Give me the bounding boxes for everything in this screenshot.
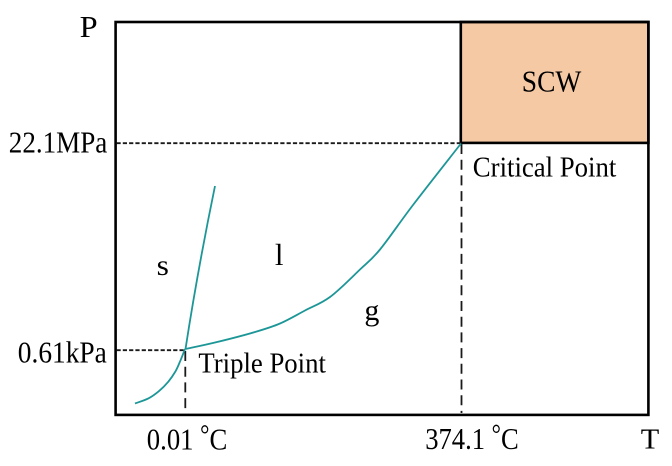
- svg-text:0.61kPa: 0.61kPa: [18, 335, 107, 370]
- svg-text:P: P: [80, 9, 98, 44]
- svg-text:SCW: SCW: [522, 64, 582, 99]
- svg-text:s: s: [157, 249, 169, 282]
- svg-text:g: g: [364, 294, 379, 327]
- svg-text:Critical Point: Critical Point: [473, 152, 617, 183]
- svg-text:374.1 °C: 374.1 °C: [425, 419, 519, 456]
- svg-text:l: l: [275, 237, 284, 272]
- svg-text:0.01 °C: 0.01 °C: [147, 420, 228, 457]
- svg-text:T: T: [641, 425, 660, 456]
- svg-text:Triple Point: Triple Point: [198, 348, 326, 379]
- svg-text:22.1MPa: 22.1MPa: [9, 124, 108, 159]
